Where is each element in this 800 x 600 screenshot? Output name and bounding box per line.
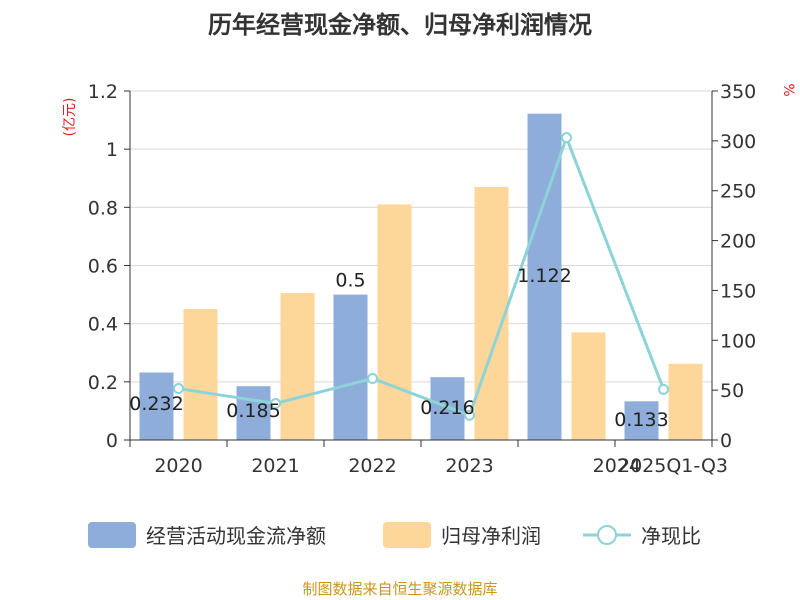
left-tick-label: 1.2 <box>88 81 118 103</box>
legend-label-ratio: 净现比 <box>641 524 701 548</box>
ratio-point <box>367 372 378 384</box>
gridlines <box>130 90 712 383</box>
data-labels: 0.232 0.185 0.5 0.216 1.122 0.133 <box>129 265 668 431</box>
right-tick-label: 250 <box>720 181 756 203</box>
bar-operating-cashflow <box>624 401 659 440</box>
x-tick-label: 2024 <box>593 455 641 477</box>
right-tick-label: 50 <box>720 380 744 402</box>
bar-operating-cashflow <box>333 294 368 440</box>
chart-title: 历年经营现金净额、归母净利润情况 <box>208 11 592 39</box>
left-tick-label: 0.8 <box>88 197 118 219</box>
bar-net-profit <box>183 309 218 440</box>
left-tick-label: 0.6 <box>88 256 118 278</box>
cashflow-data-label: 0.232 <box>129 393 183 415</box>
source-note: 制图数据来自恒生聚源数据库 <box>302 580 497 598</box>
legend-swatch-ratio-marker <box>597 525 617 545</box>
legend-label-profit: 归母净利润 <box>441 524 541 548</box>
legend: 经营活动现金流净额 归母净利润 净现比 <box>88 522 701 548</box>
left-tick-label: 0 <box>106 430 118 452</box>
left-tick-label: 0.2 <box>88 372 118 394</box>
legend-label-cashflow: 经营活动现金流净额 <box>146 524 326 548</box>
left-tick-label: 1 <box>106 139 118 161</box>
ratio-line <box>173 132 669 421</box>
bar-operating-cashflow <box>430 377 465 440</box>
bar-net-profit <box>377 204 412 440</box>
x-tick-label: 2023 <box>445 455 493 477</box>
right-axis-unit: % <box>780 83 796 96</box>
ratio-point <box>464 409 475 421</box>
ratio-point <box>561 132 572 144</box>
bars <box>139 113 703 440</box>
x-tick-label: 2025Q1-Q3 <box>618 455 728 477</box>
bar-operating-cashflow <box>236 386 271 440</box>
cashflow-data-label: 0.216 <box>420 397 474 419</box>
x-tick-label: 2020 <box>154 455 202 477</box>
ratio-point <box>658 383 669 395</box>
ratio-line-path <box>178 133 665 418</box>
ratio-point <box>270 398 281 410</box>
legend-swatch-cashflow <box>88 522 136 548</box>
left-axis-unit: (亿元) <box>62 98 78 137</box>
left-tick-label: 0.4 <box>88 314 118 336</box>
axes: 0 0.2 0.4 0.6 0.8 1 1.2 0 50 100 150 200 250 300 350 20… <box>88 81 756 477</box>
right-tick-label: 300 <box>720 131 756 153</box>
right-tick-label: 200 <box>720 231 756 253</box>
bar-net-profit <box>474 186 509 440</box>
cashflow-data-label: 0.133 <box>614 409 668 431</box>
bar-net-profit <box>571 332 606 440</box>
right-tick-label: 350 <box>720 81 756 103</box>
legend-swatch-profit <box>383 522 431 548</box>
bar-operating-cashflow <box>139 372 174 440</box>
cashflow-data-label: 0.5 <box>335 270 365 292</box>
bar-net-profit <box>668 363 703 440</box>
right-tick-label: 100 <box>720 330 756 352</box>
bar-net-profit <box>280 293 315 440</box>
x-tick-label: 2021 <box>251 455 299 477</box>
ratio-point <box>173 383 184 395</box>
x-tick-label: 2022 <box>348 455 396 477</box>
right-tick-label: 150 <box>720 280 756 302</box>
cashflow-data-label: 0.185 <box>226 400 280 422</box>
cashflow-data-label: 1.122 <box>517 265 571 287</box>
right-tick-label: 0 <box>720 430 732 452</box>
